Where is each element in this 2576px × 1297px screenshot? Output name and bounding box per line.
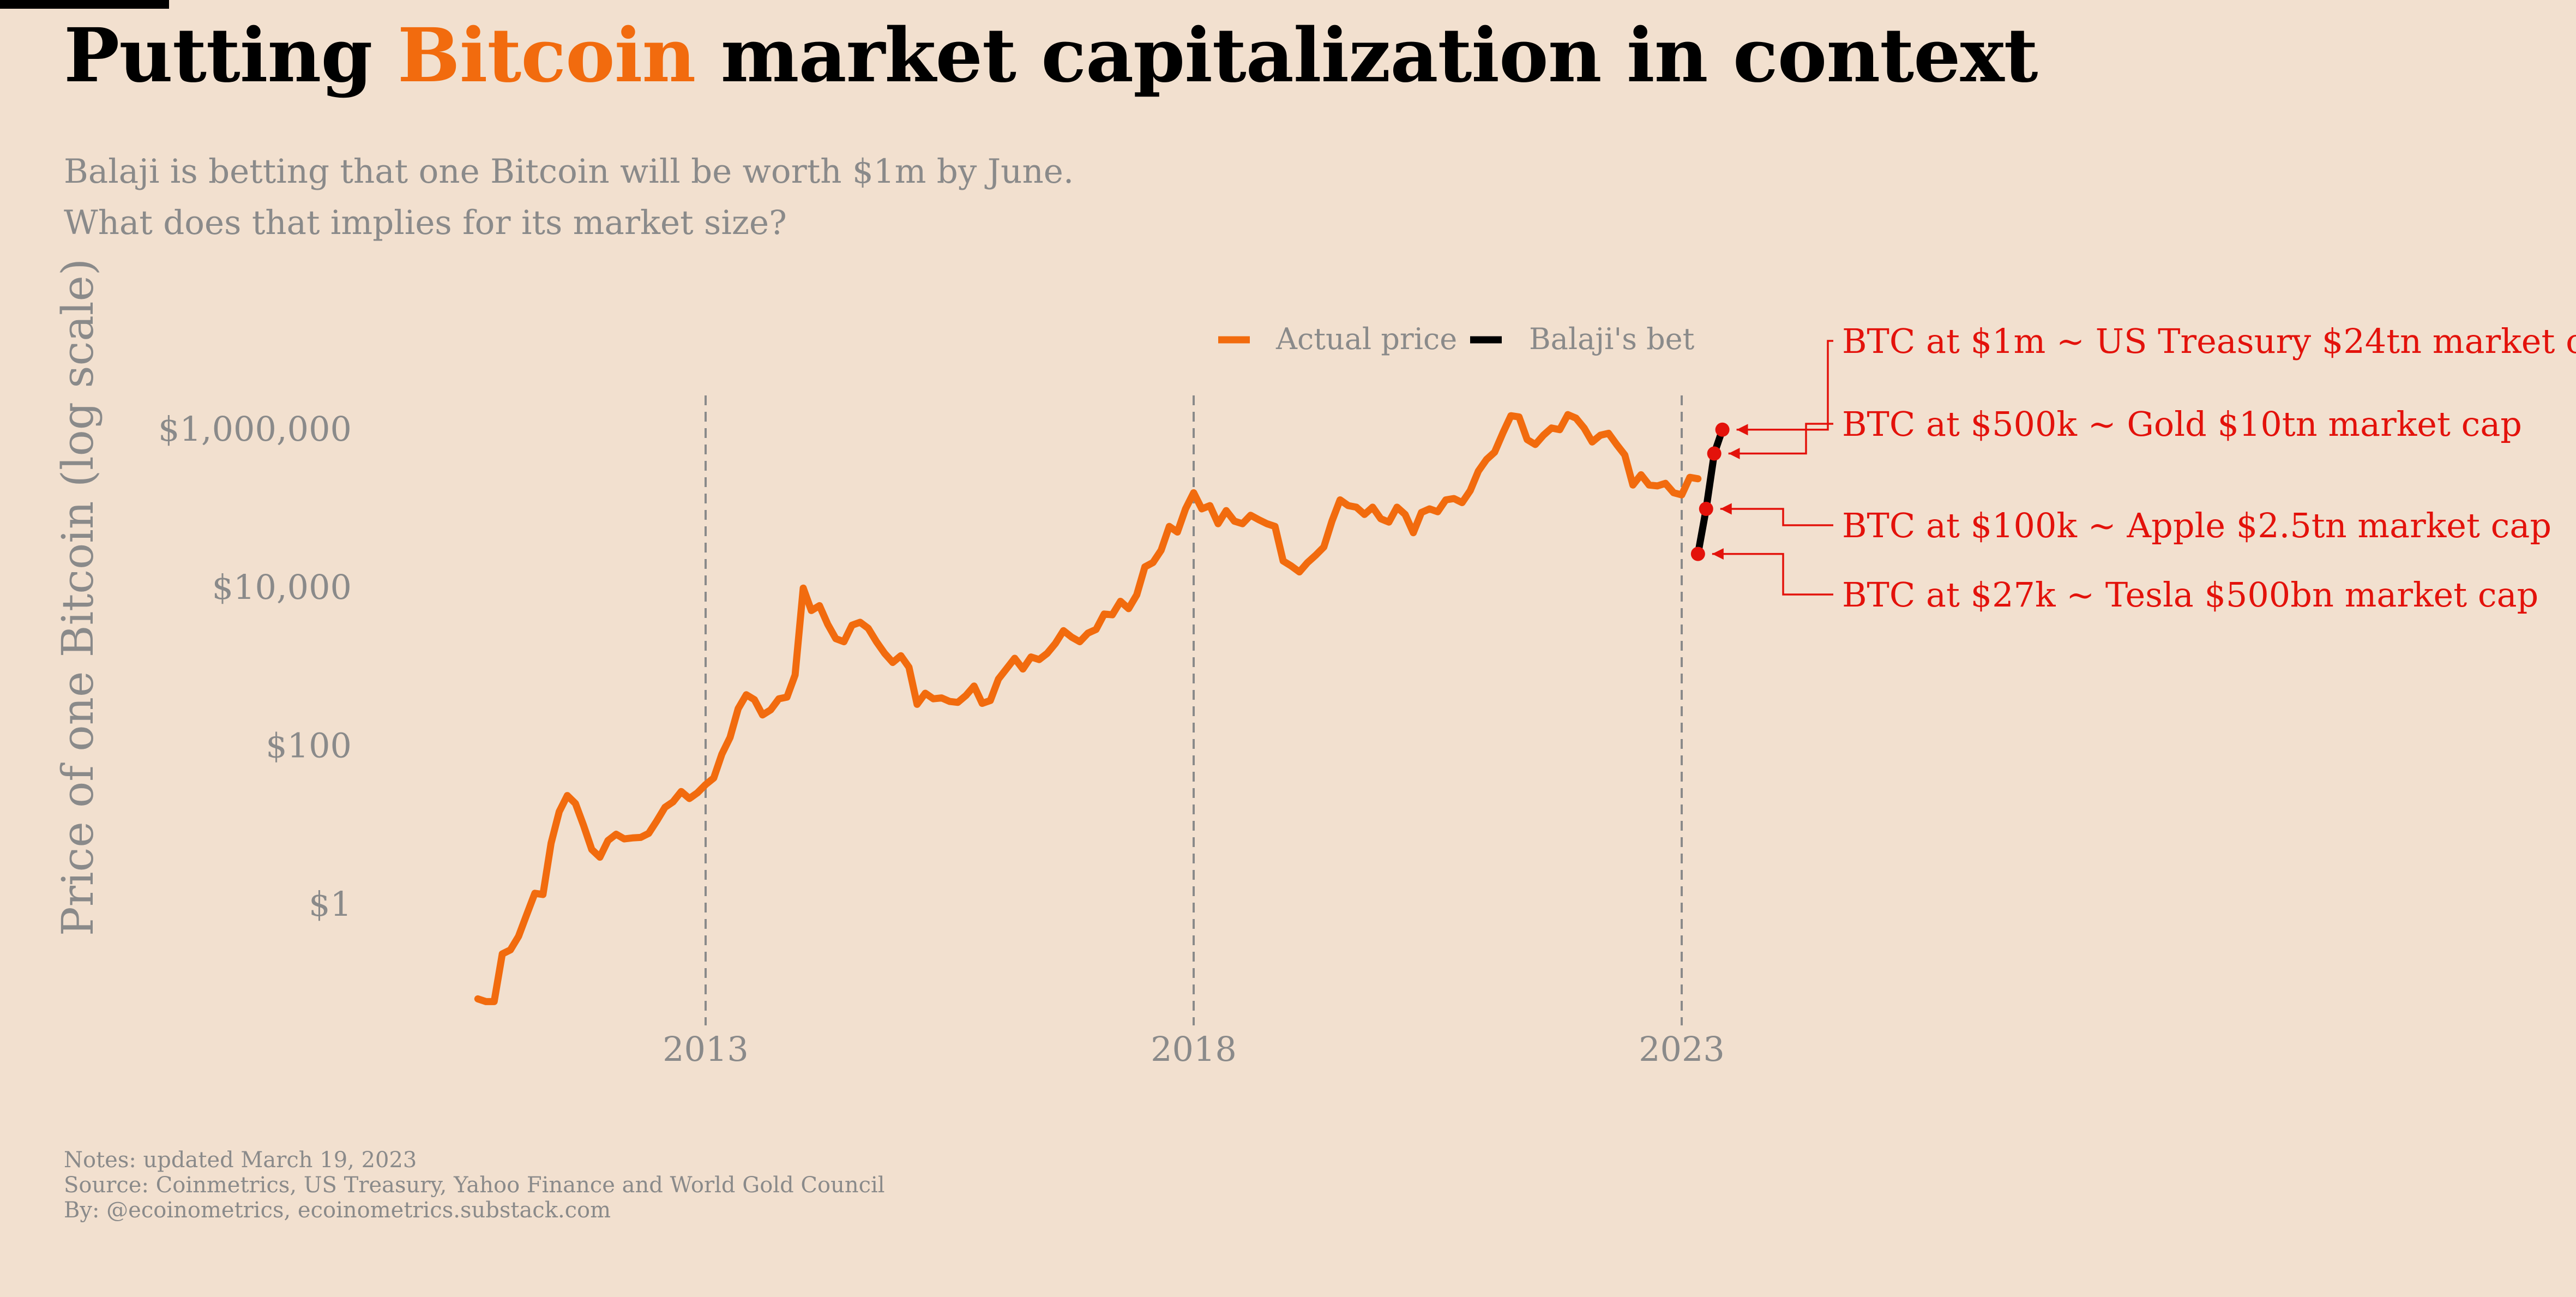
annotation-label: BTC at $500k ~ Gold $10tn market cap [1842, 404, 2522, 444]
annotation-connector [1736, 340, 1833, 436]
y-tick-label: $10,000 [212, 567, 352, 607]
annotation-label: BTC at $100k ~ Apple $2.5tn market cap [1842, 506, 2551, 545]
x-tick-label: 2013 [663, 1029, 749, 1069]
annotation-label: BTC at $27k ~ Tesla $500bn market cap [1842, 575, 2538, 615]
annotations-layer: BTC at $1m ~ US Treasury $24tn market ca… [1690, 321, 2576, 615]
legend: Actual price Balaji's bet [1218, 322, 1695, 356]
legend-label-actual: Actual price [1275, 322, 1457, 356]
annotation-connector [1728, 423, 1833, 460]
y-tick-label: $100 [266, 726, 352, 766]
x-tick-label: 2018 [1151, 1029, 1237, 1069]
footer-notes: Notes: updated March 19, 2023 Source: Co… [64, 1148, 885, 1223]
y-tick-label: $1,000,000 [158, 409, 352, 449]
annotation-connector [1720, 503, 1833, 526]
series-line-balaji-bet [1694, 426, 1726, 558]
top-accent-bar [0, 0, 169, 9]
title-before: Putting [64, 12, 398, 99]
chart-title: Putting Bitcoin market capitalization in… [64, 12, 2038, 99]
subtitle-line-1: Balaji is betting that one Bitcoin will … [64, 152, 1074, 191]
x-tick-label: 2023 [1639, 1029, 1725, 1069]
annotation-point [1707, 446, 1722, 461]
series-line-actual-price [474, 411, 1702, 1005]
y-tick-labels: $1 $100 $10,000 $1,000,000 [158, 409, 352, 924]
title-after: market capitalization in context [695, 12, 2038, 99]
footer-source: Source: Coinmetrics, US Treasury, Yahoo … [64, 1173, 885, 1198]
footer-byline: By: @ecoinometrics, ecoinometrics.substa… [64, 1198, 611, 1223]
y-tick-label: $1 [309, 884, 352, 924]
legend-label-bet: Balaji's bet [1529, 322, 1695, 356]
subtitle-line-2: What does that implies for its market si… [64, 203, 787, 242]
x-tick-labels: 2013 2018 2023 [663, 1029, 1725, 1069]
annotation-point [1715, 422, 1730, 437]
annotation-point [1690, 547, 1705, 561]
annotation-point [1699, 502, 1713, 516]
series-layer [474, 411, 1726, 1005]
title-accent: Bitcoin [397, 12, 696, 99]
annotation-label: BTC at $1m ~ US Treasury $24tn market ca… [1842, 321, 2576, 361]
annotation-connector [1712, 548, 1833, 596]
y-axis-label: Price of one Bitcoin (log scale) [52, 259, 103, 936]
footer-notes-date: Notes: updated March 19, 2023 [64, 1148, 417, 1173]
chart-subtitle: Balaji is betting that one Bitcoin will … [64, 146, 1074, 249]
